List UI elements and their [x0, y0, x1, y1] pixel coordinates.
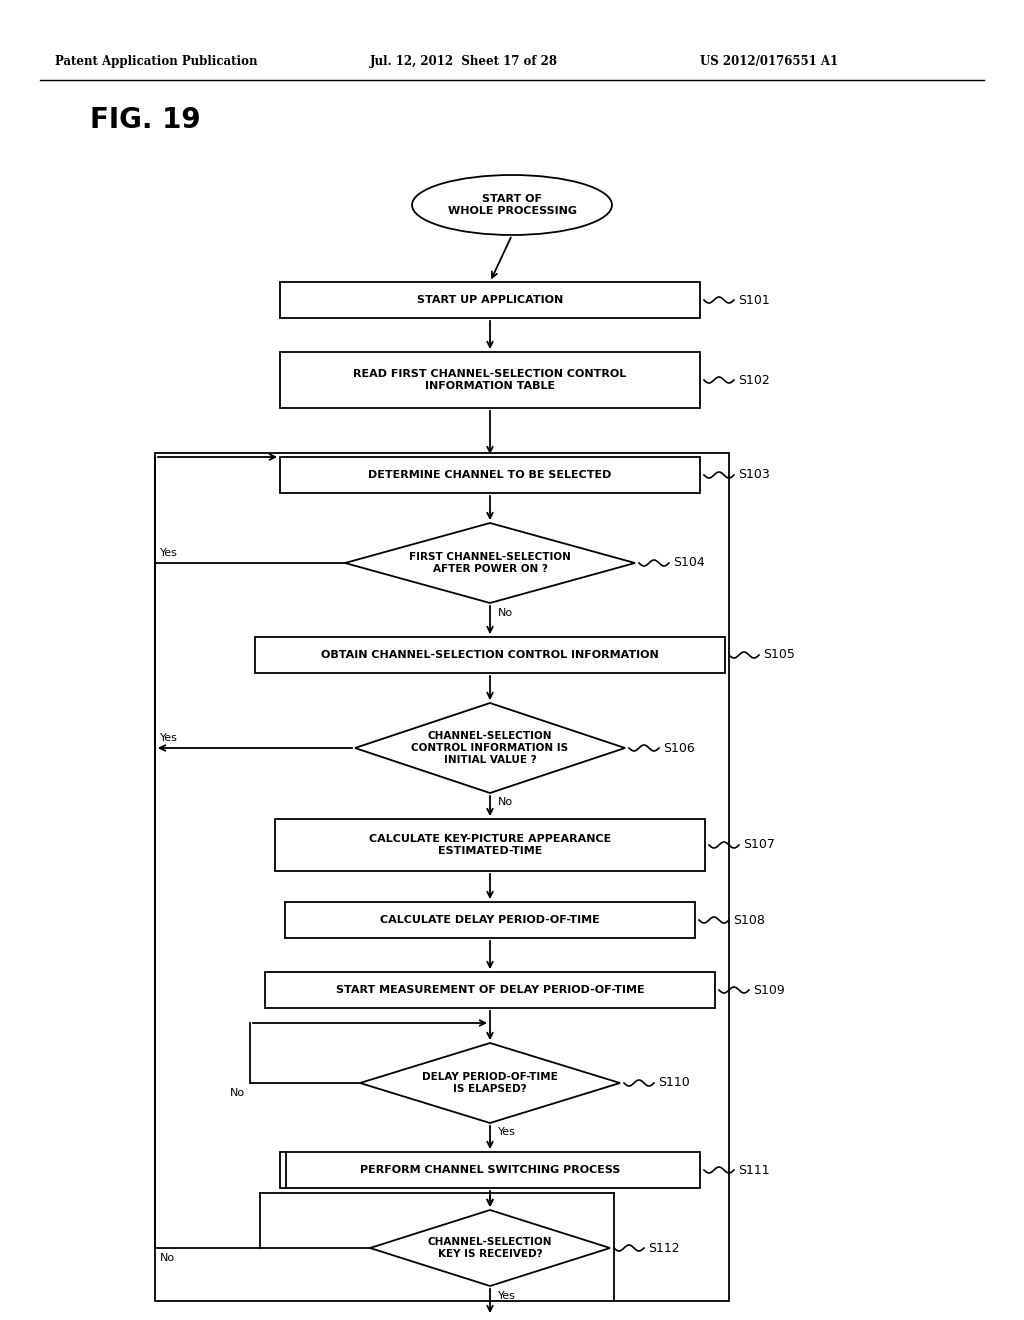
Bar — [265, 972, 715, 1008]
Text: FIG. 19: FIG. 19 — [90, 106, 201, 135]
Text: START UP APPLICATION: START UP APPLICATION — [417, 294, 563, 305]
Text: Yes: Yes — [160, 548, 178, 558]
Text: CALCULATE DELAY PERIOD-OF-TIME: CALCULATE DELAY PERIOD-OF-TIME — [380, 915, 600, 925]
Text: S112: S112 — [648, 1242, 680, 1254]
Text: Patent Application Publication: Patent Application Publication — [55, 55, 257, 69]
Text: S105: S105 — [763, 648, 795, 661]
Text: Yes: Yes — [160, 733, 178, 743]
Ellipse shape — [412, 176, 612, 235]
Bar — [280, 457, 700, 492]
Text: No: No — [160, 1253, 175, 1263]
Text: S104: S104 — [673, 557, 705, 569]
Text: S108: S108 — [733, 913, 765, 927]
Text: S110: S110 — [658, 1077, 690, 1089]
Text: Yes: Yes — [498, 1291, 516, 1302]
Bar — [155, 453, 729, 1302]
Text: Jul. 12, 2012  Sheet 17 of 28: Jul. 12, 2012 Sheet 17 of 28 — [370, 55, 558, 69]
Bar — [280, 352, 700, 408]
Text: S103: S103 — [738, 469, 770, 482]
Text: OBTAIN CHANNEL-SELECTION CONTROL INFORMATION: OBTAIN CHANNEL-SELECTION CONTROL INFORMA… — [322, 649, 658, 660]
Text: START MEASUREMENT OF DELAY PERIOD-OF-TIME: START MEASUREMENT OF DELAY PERIOD-OF-TIM… — [336, 985, 644, 995]
Polygon shape — [370, 1210, 610, 1286]
Text: S109: S109 — [753, 983, 784, 997]
Text: No: No — [498, 609, 513, 618]
Text: S107: S107 — [743, 838, 775, 851]
Text: S102: S102 — [738, 374, 770, 387]
Bar — [280, 282, 700, 318]
Bar — [275, 818, 705, 871]
Polygon shape — [360, 1043, 620, 1123]
Text: CHANNEL-SELECTION
KEY IS RECEIVED?: CHANNEL-SELECTION KEY IS RECEIVED? — [428, 1237, 552, 1259]
Text: S101: S101 — [738, 293, 770, 306]
Text: FIRST CHANNEL-SELECTION
AFTER POWER ON ?: FIRST CHANNEL-SELECTION AFTER POWER ON ? — [409, 552, 571, 574]
Text: Yes: Yes — [498, 1127, 516, 1137]
Bar — [280, 1152, 700, 1188]
Text: No: No — [229, 1088, 245, 1098]
Text: PERFORM CHANNEL SWITCHING PROCESS: PERFORM CHANNEL SWITCHING PROCESS — [359, 1166, 621, 1175]
Text: START OF
WHOLE PROCESSING: START OF WHOLE PROCESSING — [447, 194, 577, 215]
Polygon shape — [355, 704, 625, 793]
Bar — [255, 638, 725, 673]
Text: S111: S111 — [738, 1163, 770, 1176]
Text: READ FIRST CHANNEL-SELECTION CONTROL
INFORMATION TABLE: READ FIRST CHANNEL-SELECTION CONTROL INF… — [353, 370, 627, 391]
Text: DELAY PERIOD-OF-TIME
IS ELAPSED?: DELAY PERIOD-OF-TIME IS ELAPSED? — [422, 1072, 558, 1094]
Text: CALCULATE KEY-PICTURE APPEARANCE
ESTIMATED-TIME: CALCULATE KEY-PICTURE APPEARANCE ESTIMAT… — [369, 834, 611, 855]
Polygon shape — [345, 523, 635, 603]
Text: No: No — [498, 797, 513, 807]
Bar — [285, 902, 695, 939]
Text: CHANNEL-SELECTION
CONTROL INFORMATION IS
INITIAL VALUE ?: CHANNEL-SELECTION CONTROL INFORMATION IS… — [412, 731, 568, 764]
Text: S106: S106 — [663, 742, 694, 755]
Text: DETERMINE CHANNEL TO BE SELECTED: DETERMINE CHANNEL TO BE SELECTED — [369, 470, 611, 480]
Text: US 2012/0176551 A1: US 2012/0176551 A1 — [700, 55, 838, 69]
